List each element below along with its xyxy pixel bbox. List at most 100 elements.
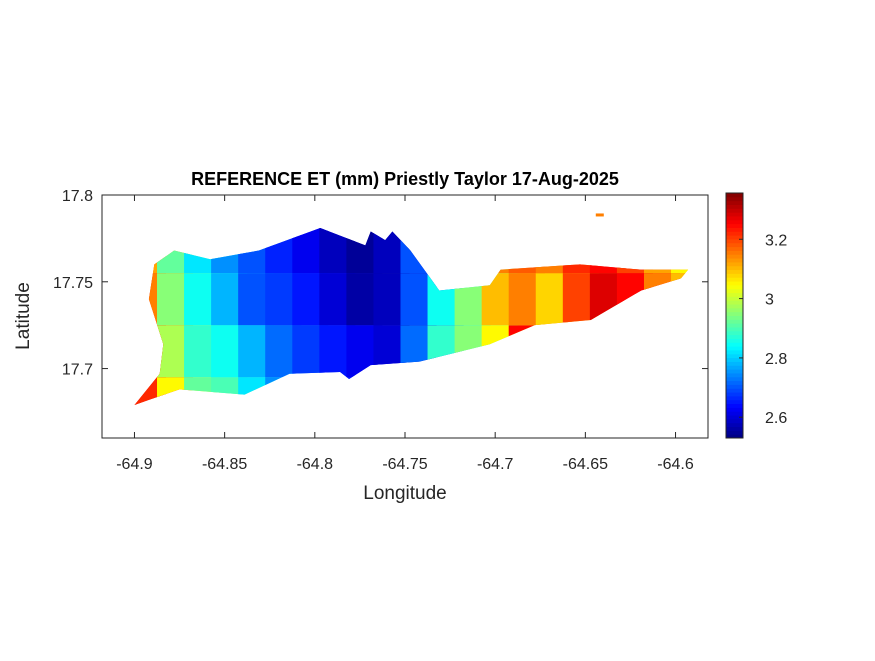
colorbar-swatch [726,261,743,267]
colorbar-swatch [726,250,743,255]
x-tick-label: -64.9 [116,456,153,473]
x-tick-label: -64.7 [477,456,514,473]
colorbar-swatch [726,330,743,336]
colorbar-swatch [726,334,743,339]
heat-cell [589,377,653,406]
colorbar-swatch [726,392,743,397]
colorbar-swatch [726,258,743,263]
heat-cell [616,227,681,274]
x-tick-label: -64.85 [202,456,247,473]
colorbar-swatch [726,372,743,378]
y-tick-label: 17.7 [62,362,93,379]
colorbar-swatch [726,415,743,420]
heat-cell [535,227,599,274]
colorbar-swatch [726,434,743,439]
colorbar-swatch [726,388,743,393]
y-tick-label: 17.8 [62,188,93,205]
colorbar-tick-label: 3 [765,292,774,309]
colorbar-swatch [726,277,743,282]
heat-cell [508,227,572,274]
heat-cell [643,377,689,406]
colorbar-swatch [726,219,743,225]
heat-cell [616,377,681,406]
colorbar-box [725,192,744,439]
heat-cell [481,377,545,406]
heat-cell [292,377,356,406]
heat-cell [562,325,626,378]
heat-cell [346,377,410,406]
heat-cell [643,273,689,326]
colorbar-swatch [726,311,743,316]
colorbar-swatch [726,407,743,412]
colorbar-swatch [726,430,743,435]
colorbar-swatch [726,246,743,251]
colorbar-swatch [726,426,743,431]
heat-cell [535,377,599,406]
x-tick-label: -64.65 [563,456,608,473]
colorbar-swatch [726,395,743,401]
colorbar-swatch [726,422,743,428]
heat-cell [562,377,626,406]
heat-cell [427,377,491,406]
heat-cell [400,377,464,406]
heat-cell [373,377,437,406]
heat-cell [671,273,689,326]
colorbar-swatch [726,346,743,351]
colorbar-swatch [726,307,743,313]
colorbar-swatch [726,369,743,374]
colorbar-swatch [726,223,743,228]
colorbar-swatch [726,200,743,205]
colorbar-swatch [726,212,743,217]
heat-cell [616,325,681,378]
colorbar-swatch [726,235,743,240]
heat-cell [508,377,572,406]
heat-cell [643,227,689,274]
colorbar-swatch [726,281,743,286]
colorbar-swatch [726,418,743,424]
colorbar-swatch [726,196,743,202]
colorbar-swatch [726,353,743,359]
heat-cell [643,325,689,378]
colorbar-swatch [726,319,743,324]
y-axis-label: Latitude [13,282,34,350]
colorbar-swatch [726,204,743,209]
colorbar-swatch [726,292,743,297]
colorbar-tick-label: 2.6 [765,410,787,427]
heat-cell [508,325,572,378]
x-axis-label: Longitude [363,483,446,504]
colorbar-swatch [726,231,743,236]
heat-cell [427,227,491,274]
colorbar-swatch [726,273,743,278]
heat-cell [134,325,167,378]
colorbar-swatch [726,403,743,408]
islet-cell [595,213,604,217]
colorbar-swatch [726,269,743,274]
heat-cell [238,377,302,406]
heat-cell [535,325,599,378]
colorbar-swatch [726,193,743,198]
colorbar-swatch [726,238,743,244]
heat-cell [400,227,464,274]
colorbar-swatch [726,365,743,370]
heat-cell [671,227,689,274]
heat-cell [454,377,518,406]
colorbar-swatch [726,315,743,320]
heat-cell [481,227,545,274]
colorbar-swatch [726,361,743,366]
heat-cell [671,325,689,378]
colorbar-swatch [726,376,743,382]
y-tick-label: 17.75 [53,275,93,292]
x-tick-label: -64.8 [297,456,334,473]
x-tick-label: -64.6 [657,456,694,473]
colorbar-swatch [726,326,743,332]
heat-cell [671,377,689,406]
colorbar-swatch [726,208,743,213]
colorbar-swatch [726,380,743,385]
colorbar-swatch [726,342,743,347]
colorbar-swatch [726,242,743,248]
colorbar-swatch [726,411,743,416]
chart-title: REFERENCE ET (mm) Priestly Taylor 17-Aug… [191,169,619,189]
colorbar-swatch [726,296,743,301]
colorbar-swatch [726,215,743,221]
